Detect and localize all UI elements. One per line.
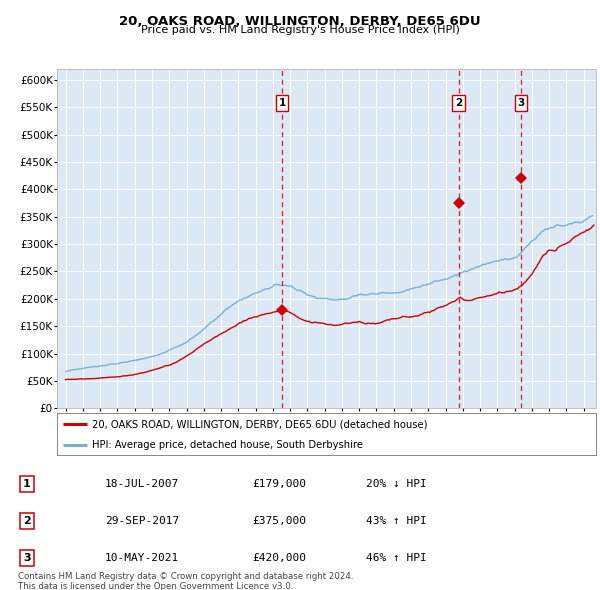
Text: £179,000: £179,000 bbox=[252, 479, 306, 489]
Text: 46% ↑ HPI: 46% ↑ HPI bbox=[366, 553, 427, 563]
Text: £420,000: £420,000 bbox=[252, 553, 306, 563]
Text: Price paid vs. HM Land Registry's House Price Index (HPI): Price paid vs. HM Land Registry's House … bbox=[140, 25, 460, 35]
Text: HPI: Average price, detached house, South Derbyshire: HPI: Average price, detached house, Sout… bbox=[92, 440, 363, 450]
Text: £375,000: £375,000 bbox=[252, 516, 306, 526]
Text: 29-SEP-2017: 29-SEP-2017 bbox=[105, 516, 179, 526]
Text: 43% ↑ HPI: 43% ↑ HPI bbox=[366, 516, 427, 526]
Text: 1: 1 bbox=[23, 479, 31, 489]
Text: 3: 3 bbox=[517, 98, 524, 108]
Text: 1: 1 bbox=[278, 98, 286, 108]
Text: 18-JUL-2007: 18-JUL-2007 bbox=[105, 479, 179, 489]
Text: 10-MAY-2021: 10-MAY-2021 bbox=[105, 553, 179, 563]
Text: 3: 3 bbox=[23, 553, 31, 563]
Text: 20% ↓ HPI: 20% ↓ HPI bbox=[366, 479, 427, 489]
Text: 2: 2 bbox=[455, 98, 462, 108]
Text: This data is licensed under the Open Government Licence v3.0.: This data is licensed under the Open Gov… bbox=[18, 582, 293, 590]
Text: 20, OAKS ROAD, WILLINGTON, DERBY, DE65 6DU (detached house): 20, OAKS ROAD, WILLINGTON, DERBY, DE65 6… bbox=[92, 419, 428, 430]
Text: Contains HM Land Registry data © Crown copyright and database right 2024.: Contains HM Land Registry data © Crown c… bbox=[18, 572, 353, 581]
Text: 20, OAKS ROAD, WILLINGTON, DERBY, DE65 6DU: 20, OAKS ROAD, WILLINGTON, DERBY, DE65 6… bbox=[119, 15, 481, 28]
Text: 2: 2 bbox=[23, 516, 31, 526]
